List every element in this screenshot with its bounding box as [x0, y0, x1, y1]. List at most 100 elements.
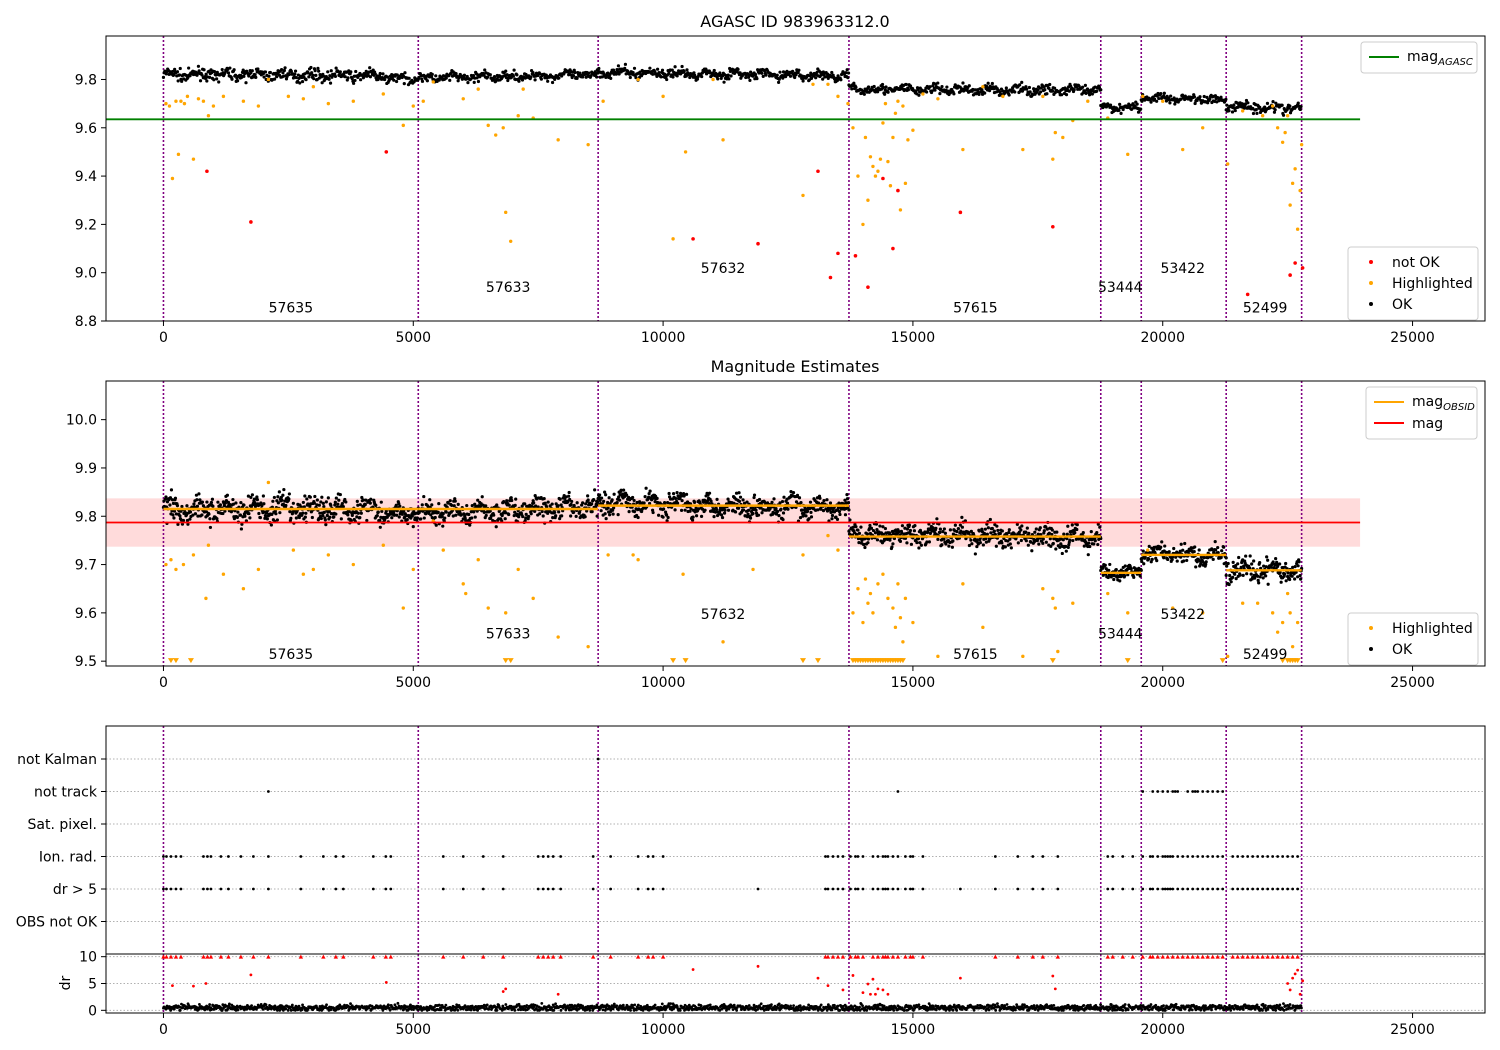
ok-point: [312, 77, 316, 81]
ok-point: [1064, 549, 1068, 553]
ok-point: [666, 515, 670, 520]
ok-point: [909, 542, 914, 546]
ok-point: [1112, 577, 1116, 582]
flag-point: [871, 887, 875, 891]
ok-point: [1028, 90, 1032, 94]
ok-point: [1241, 573, 1245, 577]
ok-point: [632, 66, 637, 70]
ok-point: [1041, 541, 1045, 545]
ok-point: [437, 78, 441, 82]
ok-point: [177, 73, 182, 77]
ok-point: [239, 500, 243, 505]
highlighted-point: [441, 548, 445, 552]
not-ok-point: [828, 275, 833, 280]
ok-point: [777, 514, 781, 518]
ok-point: [1108, 562, 1112, 567]
flag-point: [546, 855, 550, 858]
ok-point: [350, 77, 354, 81]
y-tick-label: 8.8: [75, 314, 97, 330]
ok-point: [847, 508, 851, 512]
ok-point: [253, 73, 257, 77]
ok-point: [1244, 554, 1248, 558]
ok-point: [256, 67, 260, 71]
dr-ok-point: [325, 1003, 328, 1007]
ok-point: [692, 500, 697, 504]
ok-point: [736, 506, 741, 510]
ok-point: [472, 510, 476, 514]
ok-point: [675, 491, 679, 495]
ok-point: [275, 75, 279, 79]
flag-point: [911, 887, 915, 891]
ok-point: [550, 80, 555, 85]
ok-point: [791, 491, 796, 495]
ok-point: [550, 502, 554, 506]
highlighted-point: [861, 620, 865, 625]
ok-point: [1225, 103, 1229, 107]
ok-point: [1261, 576, 1265, 580]
flag-point: [651, 855, 655, 858]
ok-point: [527, 514, 531, 519]
ok-point: [948, 528, 952, 532]
flag-point: [1266, 855, 1270, 858]
ok-point: [281, 493, 285, 497]
ok-point: [196, 64, 201, 68]
highlighted-point: [256, 104, 261, 108]
obsid-label: 53422: [1160, 607, 1205, 623]
highlighted-point: [1280, 140, 1285, 144]
flag-point: [861, 887, 865, 891]
ok-point: [1080, 85, 1085, 89]
ok-point: [542, 496, 546, 501]
ok-point: [554, 514, 558, 518]
ok-point: [1098, 525, 1102, 529]
ok-point: [517, 515, 521, 519]
highlighted-point: [241, 99, 246, 103]
dr-ok-point: [386, 1003, 390, 1007]
ok-point: [272, 77, 277, 81]
flag-point: [896, 855, 900, 858]
highlighted-point: [1295, 620, 1300, 625]
ok-point: [890, 545, 894, 549]
ok-point: [375, 513, 379, 518]
ok-point: [239, 527, 244, 531]
highlighted-point: [291, 548, 296, 552]
flag-point: [266, 887, 270, 891]
flag-point: [1171, 790, 1175, 793]
ok-point: [1034, 527, 1038, 531]
ok-point: [978, 541, 982, 545]
ok-point: [333, 74, 338, 79]
obsid-label: 57632: [701, 261, 746, 277]
flag-point: [876, 887, 880, 891]
ok-point: [719, 76, 723, 81]
ok-point: [781, 511, 786, 515]
flag-point: [636, 855, 640, 858]
ok-point: [1139, 107, 1143, 111]
highlighted-point: [1041, 94, 1045, 99]
flag-point: [921, 855, 925, 858]
ok-point: [938, 91, 942, 96]
ok-point: [794, 73, 798, 77]
highlighted-point: [898, 208, 903, 212]
ok-point: [627, 510, 631, 514]
ok-point: [1159, 545, 1163, 549]
flag-point: [1236, 887, 1240, 891]
ok-point: [441, 524, 445, 528]
ok-point: [733, 510, 738, 514]
ok-point: [1220, 549, 1224, 553]
flag-point: [1251, 855, 1255, 858]
dr-ok-point: [219, 1006, 223, 1010]
ok-point: [193, 512, 198, 516]
ok-point: [859, 525, 863, 529]
ok-point: [301, 511, 305, 515]
ok-point: [1066, 545, 1070, 550]
ok-point: [198, 79, 203, 83]
ok-point: [809, 76, 814, 80]
ok-point: [983, 527, 987, 531]
ok-point: [1248, 554, 1252, 558]
flag-point: [1148, 855, 1152, 858]
ok-point: [679, 508, 684, 512]
highlighted-point: [1021, 654, 1025, 659]
highlighted-point: [903, 596, 908, 601]
ok-point: [661, 507, 666, 511]
ok-point: [176, 79, 180, 83]
highlighted-point: [883, 101, 888, 106]
